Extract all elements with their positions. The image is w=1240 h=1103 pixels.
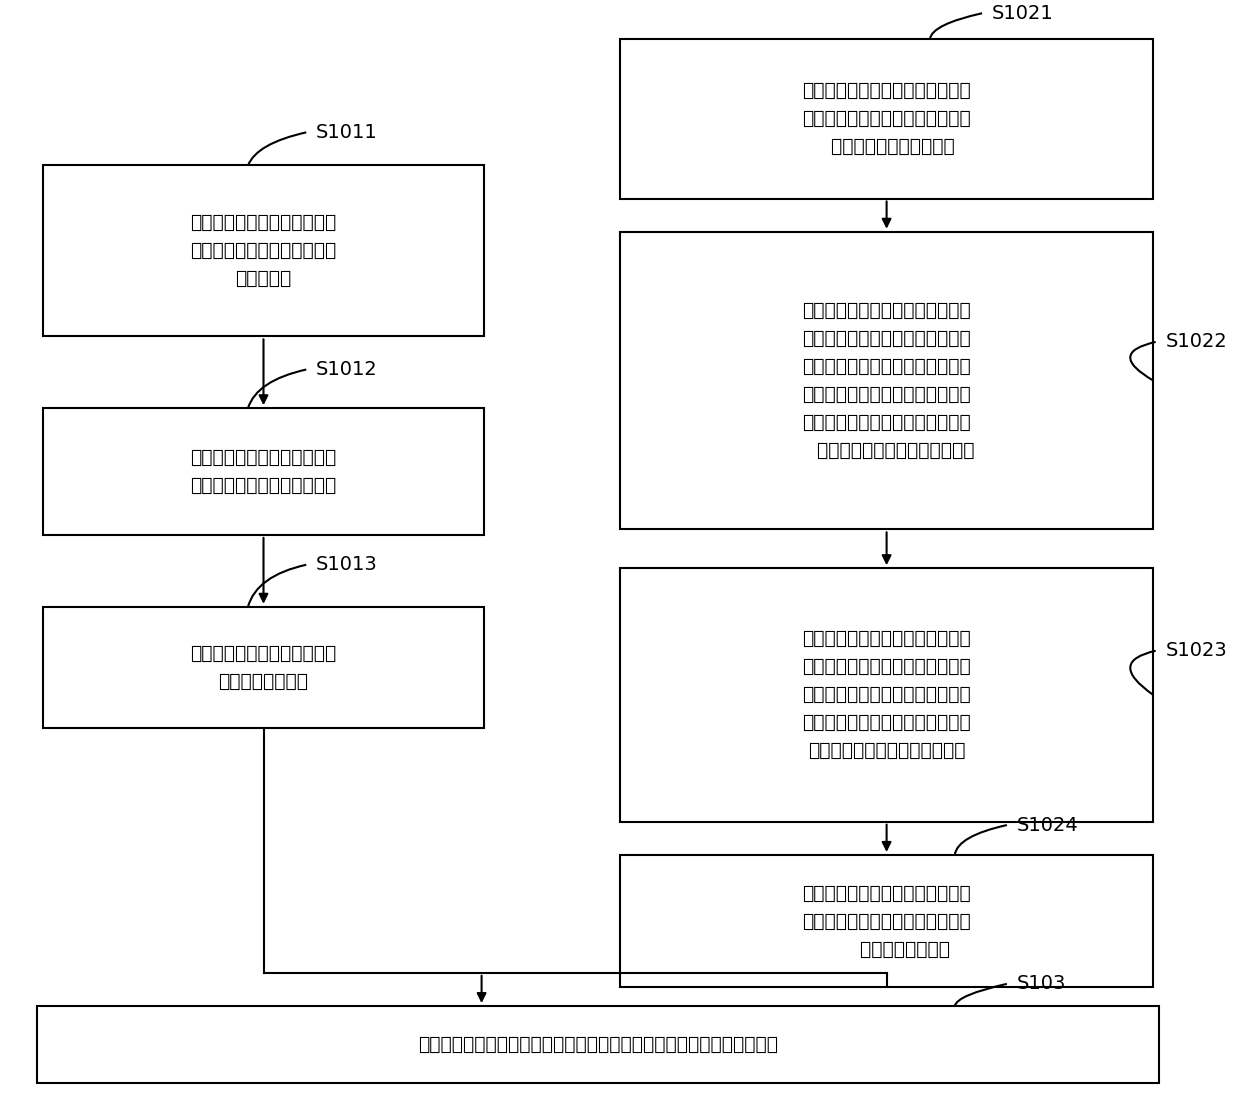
Text: 将所述正向情感样本、所述中性情
感样本和所述负向情感样本作为训
练样本，得到覆盖所述正向情感样
本的正向情感模型、覆盖所述中性
情感样本的中性情感模型和覆盖所
: 将所述正向情感样本、所述中性情 感样本和所述负向情感样本作为训 练样本，得到覆盖… [799, 301, 975, 460]
Bar [620, 39, 1153, 199]
Text: 依据所述正向情感评分、所述中性
情感评分和所述负向情感得分，获
      得所述情感度评分: 依据所述正向情感评分、所述中性 情感评分和所述负向情感得分，获 得所述情感度评分 [802, 884, 971, 959]
Bar [620, 855, 1153, 987]
Text: 获取民航客服的语音答复数据
，并将所述语音答复数据转换
成文本数据: 获取民航客服的语音答复数据 ，并将所述语音答复数据转换 成文本数据 [191, 214, 336, 288]
Bar [43, 408, 484, 535]
Text: S1013: S1013 [316, 555, 378, 575]
Text: S1023: S1023 [1166, 641, 1228, 661]
Text: 将用户和民航客服的对话数据进行
处理后，分别输入至所述正向情感
模型、所述中性情感模型和所述负
向情感模型中，得到正向情感评分
、中性情感评分和负向情感得分: 将用户和民航客服的对话数据进行 处理后，分别输入至所述正向情感 模型、所述中性情… [802, 630, 971, 760]
Text: S1012: S1012 [316, 360, 378, 379]
Bar [620, 568, 1153, 822]
Text: 依据所述准确性评分和所述情感度评分，获得一次对话过程中的综合评分: 依据所述准确性评分和所述情感度评分，获得一次对话过程中的综合评分 [418, 1035, 779, 1054]
Bar [620, 232, 1153, 529]
Text: 将所述文本数据与预设的标准
答案数据进行文本相似度对比: 将所述文本数据与预设的标准 答案数据进行文本相似度对比 [191, 448, 336, 495]
Text: S1021: S1021 [992, 3, 1054, 23]
Text: S1024: S1024 [1017, 815, 1079, 835]
Text: S1011: S1011 [316, 122, 378, 142]
Bar [37, 1006, 1159, 1083]
Bar [43, 607, 484, 728]
Text: S103: S103 [1017, 974, 1066, 994]
Bar [43, 165, 484, 336]
Text: S1022: S1022 [1166, 332, 1228, 352]
Text: 将民航客服的历史数据进行人工情
感标注，分为正向情感样本、中性
  情感样本和负向情感样本: 将民航客服的历史数据进行人工情 感标注，分为正向情感样本、中性 情感样本和负向情… [802, 82, 971, 156]
Text: 依据对比结果进行评分，以获
得所述准确性评分: 依据对比结果进行评分，以获 得所述准确性评分 [191, 644, 336, 690]
